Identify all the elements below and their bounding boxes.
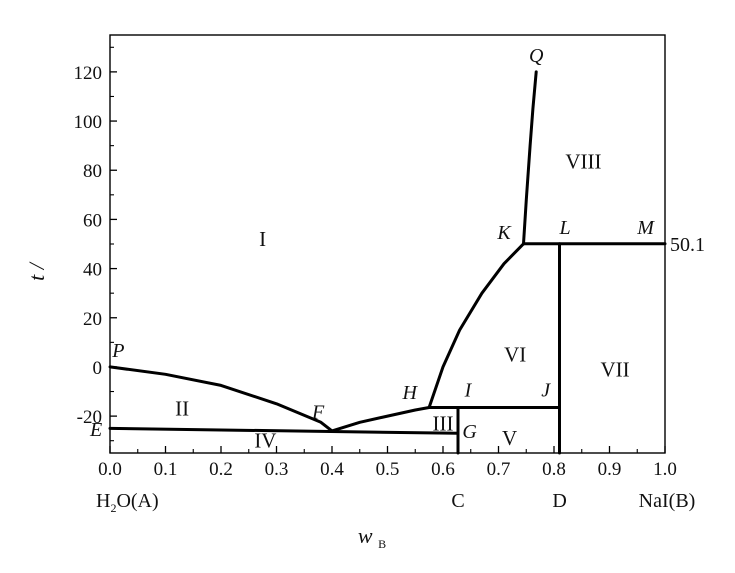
y-tick-label: 120: [74, 63, 103, 84]
component-label-sub: 2: [110, 501, 116, 515]
x-tick-label: 0.1: [154, 459, 178, 480]
x-tick-label: 0.0: [98, 459, 122, 480]
point-label-j: J: [541, 379, 551, 401]
component-label-main: NaI(B): [639, 490, 696, 512]
x-axis-label-sub: B: [378, 537, 386, 551]
x-axis-label-main: w: [358, 523, 373, 548]
y-tick-label: 80: [83, 161, 102, 182]
y-tick-label: 0: [93, 358, 103, 379]
x-tick-label: 0.4: [320, 459, 344, 480]
component-label-main: C: [451, 490, 464, 512]
point-label-g: G: [462, 421, 477, 443]
region-label: III: [433, 411, 454, 435]
x-tick-label: 0.9: [598, 459, 622, 480]
component-label-rest: O(A): [116, 490, 158, 512]
component-label: NaI(B): [639, 490, 696, 512]
y-tick-label: 60: [83, 210, 102, 231]
x-tick-label: 0.8: [542, 459, 566, 480]
x-tick-label: 0.2: [209, 459, 233, 480]
curve-pf: [108, 365, 334, 433]
point-label-p: P: [111, 340, 124, 362]
point-label-l: L: [559, 217, 571, 239]
y-tick-label: -20: [77, 407, 102, 428]
curve-hk: [427, 242, 525, 409]
region-label: II: [175, 397, 189, 421]
y-tick-label: 100: [74, 112, 103, 133]
point-label-k: K: [496, 222, 512, 244]
point-label-e: E: [89, 419, 102, 441]
x-tick-label: 1.0: [653, 459, 677, 480]
curve-ef-tieline: [108, 426, 460, 435]
x-axis-label: w B: [358, 523, 386, 551]
y-tick-label: 40: [83, 260, 102, 281]
phase-boundaries: [108, 70, 667, 455]
region-label: VI: [504, 343, 526, 367]
component-label: C: [451, 490, 464, 512]
y-tick-label: 20: [83, 309, 102, 330]
component-label-main: D: [552, 490, 566, 512]
component-label: H2O(A): [96, 490, 159, 515]
region-label: VIII: [565, 150, 601, 174]
component-label-main: H: [96, 490, 110, 512]
curve-fh: [330, 406, 431, 433]
point-label-f: F: [311, 402, 325, 424]
x-tick-label: 0.5: [376, 459, 400, 480]
y-axis-label: t /: [24, 261, 49, 281]
curve-kq: [522, 70, 538, 246]
x-tick-label: 0.3: [265, 459, 289, 480]
point-label-m: M: [636, 217, 655, 239]
point-label-q: Q: [529, 45, 544, 67]
x-tick-label: 0.7: [487, 459, 511, 480]
axis-ticks: 0.0 0.1 0.2 0.3 0.4 0.5 0.6 0.7 0.8 0.9 1.0 -20 0 20 4…: [74, 46, 677, 480]
region-label: IV: [254, 429, 276, 453]
point-label-h: H: [401, 382, 418, 404]
region-label: V: [502, 426, 517, 450]
region-label: I: [259, 227, 266, 251]
component-label: D: [552, 490, 566, 512]
side-annotation: 50.1: [670, 234, 705, 256]
region-label: VII: [600, 357, 629, 381]
point-label-i: I: [464, 379, 473, 401]
x-tick-label: 0.6: [431, 459, 455, 480]
